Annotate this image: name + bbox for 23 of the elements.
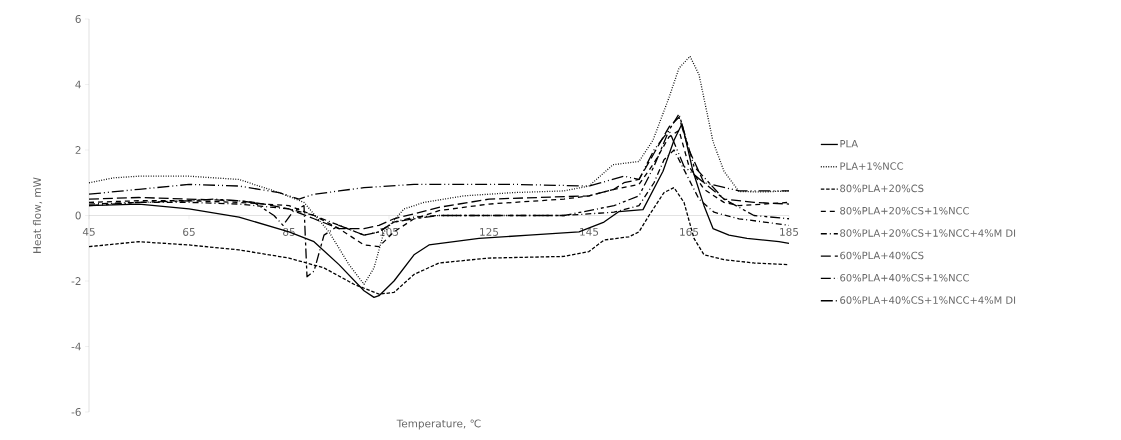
x-tick-label: 65	[183, 227, 195, 236]
legend-label: 80%PLA+20%CS+1%NCC+4%M DI	[840, 229, 1016, 237]
legend-label: PLA	[840, 140, 858, 148]
y-tick-label: 2	[75, 146, 81, 154]
x-tick-label: 125	[480, 227, 499, 236]
y-tick-label: -2	[71, 277, 81, 285]
y-tick-label: -6	[71, 408, 81, 416]
legend-label: 60%PLA+40%CS	[840, 251, 924, 260]
legend-label: 80%PLA+20%CS	[840, 184, 924, 193]
x-tick-label: 145	[580, 227, 599, 236]
x-tick-label: 45	[82, 227, 95, 236]
y-tick-label: 6	[75, 15, 81, 23]
x-tick-label: 165	[680, 227, 699, 236]
x-axis-title: Temperature, ℃	[396, 419, 481, 430]
y-tick-label: -4	[71, 342, 81, 351]
legend-label: PLA+1%NCC	[840, 162, 904, 170]
y-tick-label: 0	[75, 211, 81, 220]
legend-label: 80%PLA+20%CS+1%NCC	[840, 206, 969, 215]
y-tick-label: 4	[75, 80, 81, 89]
legend-label: 60%PLA+40%CS+1%NCC+4%M DI	[840, 296, 1016, 304]
legend-label: 60%PLA+40%CS+1%NCC	[840, 273, 969, 282]
y-axis-title: Heat flow, mW	[32, 177, 43, 253]
x-tick-label: 185	[780, 227, 799, 236]
